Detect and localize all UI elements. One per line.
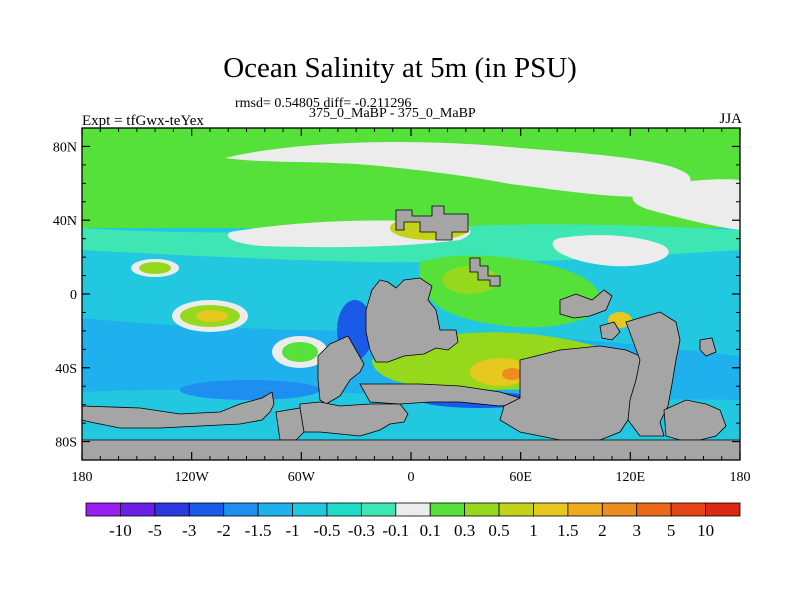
colorbar-label: -0.3 (348, 521, 375, 540)
colorbar-label: 0.3 (454, 521, 475, 540)
map-white-northeast (632, 179, 740, 230)
colorbar-swatch (223, 502, 259, 517)
salinity-map (82, 128, 740, 460)
map-patch-blue (180, 380, 320, 400)
x-tick-label: 120E (616, 470, 646, 485)
map-white-north (225, 142, 691, 197)
colorbar-label: 1.5 (557, 521, 578, 540)
colorbar-swatch (326, 502, 362, 517)
colorbar-label: 0.5 (488, 521, 509, 540)
colorbar-swatch (498, 502, 534, 517)
colorbar-label: 3 (632, 521, 641, 540)
y-tick-label: 40N (53, 214, 77, 229)
colorbar-label: -0.1 (382, 521, 409, 540)
x-tick-label: 0 (408, 470, 415, 485)
map-white-northwest-pacific (552, 235, 669, 267)
chart-subtitle: 375_0_MaBP - 375_0_MaBP (309, 106, 476, 121)
axis-layer: 180 120W 60W 0 60E 120E 180 80N 40N 0 40S 80S (53, 127, 751, 485)
colorbar-swatch (188, 502, 225, 517)
colorbar-label: -3 (182, 521, 196, 540)
chart-title: Ocean Salinity at 5m (in PSU) (223, 52, 577, 84)
colorbar-swatch (533, 502, 569, 517)
colorbar-swatch (395, 502, 431, 517)
colorbar-label: -2 (217, 521, 231, 540)
colorbar-label: 0.1 (420, 521, 441, 540)
map-patch-green-2 (139, 262, 171, 274)
colorbar-swatch (670, 502, 706, 517)
colorbar-label: -0.5 (313, 521, 340, 540)
y-tick-label: 80S (55, 436, 77, 451)
colorbar-swatch (85, 502, 121, 517)
experiment-label: Expt = tfGwx-teYex (82, 113, 204, 129)
y-tick-label: 0 (70, 288, 77, 303)
colorbar-swatch (360, 502, 397, 517)
x-tick-label: 60W (288, 470, 316, 485)
colorbar-label: -10 (109, 521, 132, 540)
x-tick-label: 60E (509, 470, 532, 485)
stats-text: rmsd= 0.54805 diff= -0.211296 (235, 96, 412, 111)
map-patch-green-north (400, 180, 460, 200)
colorbar-swatch (567, 502, 603, 517)
x-tick-label: 180 (730, 470, 751, 485)
map-patch-yellow (196, 310, 228, 322)
colorbar: -10 -5 -3 -2 -1.5 -1 -0.5 -0.3 -0.1 0.1 0.3 0.5 1 1.5… (85, 502, 741, 540)
colorbar-swatch (154, 502, 190, 517)
colorbar-label: 5 (667, 521, 676, 540)
season-label: JJA (719, 111, 742, 127)
colorbar-swatch (429, 502, 466, 517)
colorbar-swatch (120, 502, 156, 517)
colorbar-label: 2 (598, 521, 607, 540)
colorbar-label: -1.5 (245, 521, 272, 540)
colorbar-swatch (601, 502, 638, 517)
colorbar-label: -5 (148, 521, 162, 540)
map-patch-indian-orange (502, 368, 522, 380)
colorbar-swatch (705, 502, 741, 517)
x-tick-label: 120W (175, 470, 210, 485)
map-patch-green-3 (282, 342, 318, 362)
y-tick-label: 40S (55, 362, 77, 377)
colorbar-swatch (292, 502, 328, 517)
colorbar-swatch (636, 502, 672, 517)
colorbar-label: 10 (697, 521, 714, 540)
colorbar-swatch (257, 502, 293, 517)
y-tick-label: 80N (53, 140, 77, 155)
x-tick-label: 180 (72, 470, 93, 485)
colorbar-swatch (464, 502, 500, 517)
colorbar-label: -1 (285, 521, 299, 540)
colorbar-label: 1 (529, 521, 538, 540)
map-land (82, 205, 740, 460)
